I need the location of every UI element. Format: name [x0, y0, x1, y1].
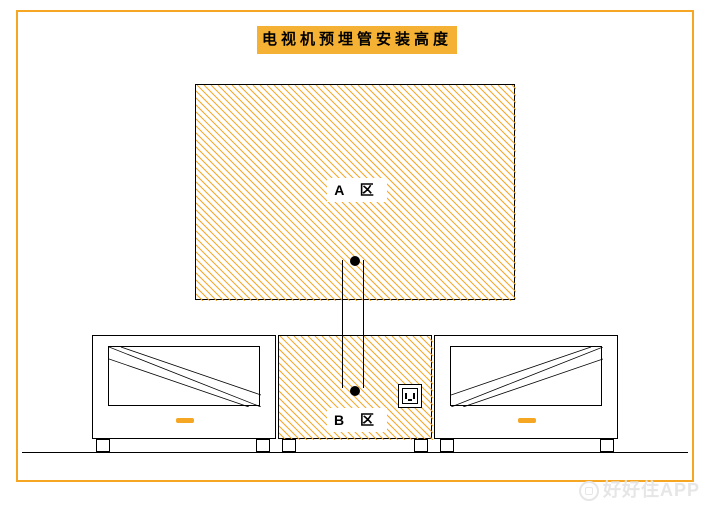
watermark-text: 好好住APP	[603, 480, 700, 500]
zone-b-label: B 区	[327, 408, 387, 432]
watermark: 好好住APP	[579, 476, 700, 502]
conduit-line-1	[363, 260, 364, 388]
cabinet-left-panel	[108, 346, 260, 406]
conduit-line-0	[342, 260, 343, 388]
diagram-title: 电视机预埋管安装高度	[257, 26, 457, 54]
cabinet-foot-5	[600, 439, 614, 452]
cabinet-foot-1	[256, 439, 270, 452]
conduit-outlet-top	[350, 256, 360, 266]
zone-a-label: A 区	[327, 178, 387, 202]
cabinet-left-handle	[176, 418, 194, 423]
power-outlet-icon	[398, 384, 422, 408]
cabinet-foot-4	[440, 439, 454, 452]
cabinet-right-panel	[450, 346, 602, 406]
cabinet-foot-3	[414, 439, 428, 452]
cabinet-foot-0	[96, 439, 110, 452]
ground-line	[22, 452, 688, 453]
cabinet-foot-2	[282, 439, 296, 452]
cabinet-right-handle	[518, 418, 536, 423]
conduit-outlet-bottom	[350, 386, 360, 396]
